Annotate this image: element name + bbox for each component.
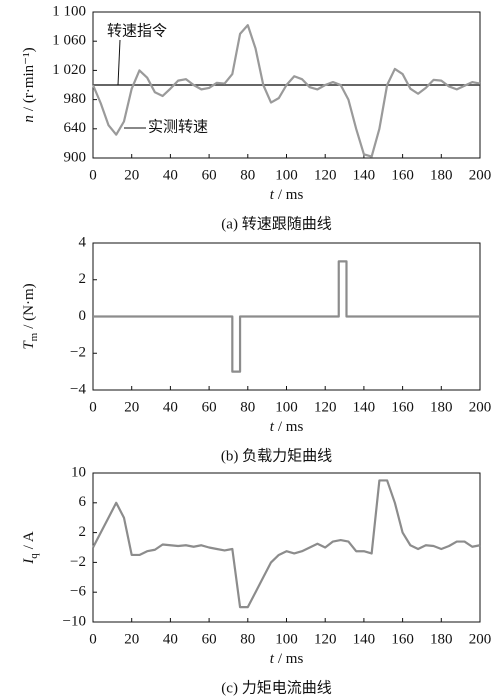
- x-tick-label: 200: [469, 167, 492, 183]
- x-tick-label: 200: [469, 399, 492, 415]
- y-axis-label: Iq / A: [21, 531, 39, 565]
- x-tick-label: 80: [240, 167, 255, 183]
- y-tick-label: −2: [70, 345, 86, 361]
- x-tick-label: 200: [469, 631, 492, 647]
- annotation: 实测转速: [148, 118, 208, 135]
- x-tick-label: 160: [391, 631, 414, 647]
- data-line: [93, 260, 480, 373]
- x-tick-label: 180: [430, 631, 453, 647]
- x-tick-label: 180: [430, 399, 453, 415]
- x-tick-label: 60: [202, 631, 217, 647]
- y-axis-label: n / (r·min⁻¹): [21, 47, 37, 122]
- y-tick-label: 6: [79, 494, 87, 510]
- x-tick-label: 20: [124, 399, 139, 415]
- caption: (a) 转速跟随曲线: [221, 215, 331, 232]
- x-tick-label: 0: [89, 631, 97, 647]
- x-tick-label: 60: [202, 399, 217, 415]
- y-tick-label: 1 100: [52, 3, 86, 19]
- y-axis-label: Tm / (N·m): [21, 283, 39, 349]
- x-tick-label: 40: [163, 167, 178, 183]
- x-axis-label: t / ms: [270, 419, 304, 435]
- x-tick-label: 80: [240, 631, 255, 647]
- label-variable: I: [21, 558, 37, 565]
- x-tick-label: 120: [314, 167, 337, 183]
- x-axis-label: t / ms: [270, 187, 304, 203]
- x-tick-label: 40: [163, 399, 178, 415]
- y-tick-label: −2: [70, 554, 86, 570]
- x-tick-label: 120: [314, 631, 337, 647]
- label-unit: / ms: [278, 651, 304, 667]
- y-tick-label: 2: [79, 524, 87, 540]
- x-tick-label: 0: [89, 167, 97, 183]
- caption: (b) 负载力矩曲线: [221, 447, 332, 464]
- x-tick-label: 160: [391, 167, 414, 183]
- y-tick-label: 4: [79, 234, 87, 250]
- label-unit: / (r·min⁻¹): [21, 47, 37, 111]
- x-tick-label: 100: [275, 167, 298, 183]
- leader-line: [117, 39, 121, 86]
- x-tick-label: 20: [124, 167, 139, 183]
- x-tick-label: 20: [124, 631, 139, 647]
- label-variable: T: [21, 340, 37, 350]
- y-tick-label: −10: [63, 613, 86, 629]
- label-variable: t: [270, 651, 275, 667]
- annotation: 转速指令: [107, 22, 167, 39]
- x-tick-label: 100: [275, 399, 298, 415]
- caption: (c) 力矩电流曲线: [221, 679, 331, 696]
- label-unit: / ms: [278, 187, 304, 203]
- label-subscript: q: [28, 553, 40, 559]
- x-tick-label: 80: [240, 399, 255, 415]
- y-tick-label: 2: [79, 271, 87, 287]
- y-tick-label: 980: [64, 91, 87, 107]
- y-tick-label: 1 060: [52, 33, 86, 49]
- data-line: [92, 479, 481, 609]
- y-tick-label: −6: [70, 584, 86, 600]
- x-tick-label: 160: [391, 399, 414, 415]
- x-tick-label: 140: [353, 631, 376, 647]
- x-tick-label: 60: [202, 167, 217, 183]
- x-tick-label: 0: [89, 399, 97, 415]
- x-tick-label: 100: [275, 631, 298, 647]
- y-tick-label: 1 020: [52, 62, 86, 78]
- x-tick-label: 120: [314, 399, 337, 415]
- label-subscript: m: [28, 332, 40, 341]
- y-tick-label: 640: [64, 120, 87, 136]
- y-tick-label: 10: [71, 464, 86, 480]
- x-tick-label: 180: [430, 167, 453, 183]
- label-variable: n: [21, 115, 37, 123]
- y-tick-label: 900: [64, 149, 87, 165]
- x-axis-label: t / ms: [270, 651, 304, 667]
- x-tick-label: 40: [163, 631, 178, 647]
- label-unit: / ms: [278, 419, 304, 435]
- label-variable: t: [270, 187, 275, 203]
- x-tick-label: 140: [353, 399, 376, 415]
- label-variable: t: [270, 419, 275, 435]
- label-unit: / A: [21, 531, 37, 549]
- y-tick-label: −4: [70, 381, 86, 397]
- label-unit: / (N·m): [21, 283, 37, 328]
- y-tick-label: 0: [79, 308, 87, 324]
- data-line: [91, 24, 481, 158]
- x-tick-label: 140: [353, 167, 376, 183]
